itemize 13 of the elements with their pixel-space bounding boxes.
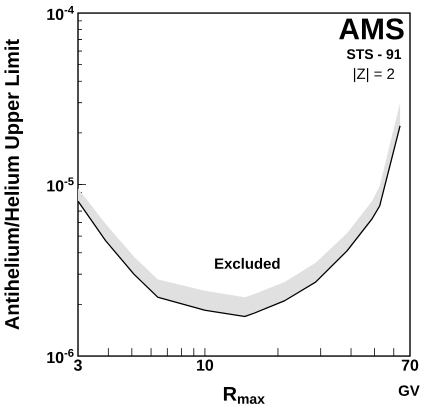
x-tick-label: 10 [197,360,214,371]
annotation: STS - 91 [346,49,402,60]
annotation: AMS [339,18,404,40]
y-tick-label: 10$^{-4}$ [47,6,74,20]
y-tick-label: 10$^{-6}$ [47,348,74,364]
y-axis-title: Antihelium/Helium Upper Limit [4,39,24,330]
y-tick-label: 10$^{-5}$ [47,177,74,192]
x-tick-label: 3 [74,360,82,371]
annotation: |Z| = 2 [354,68,394,82]
annotation: Excluded [215,258,280,269]
x-tick-label: 70 [402,360,418,371]
x-axis-title: R$_{max}$ [224,386,265,404]
text: GV [398,385,420,396]
